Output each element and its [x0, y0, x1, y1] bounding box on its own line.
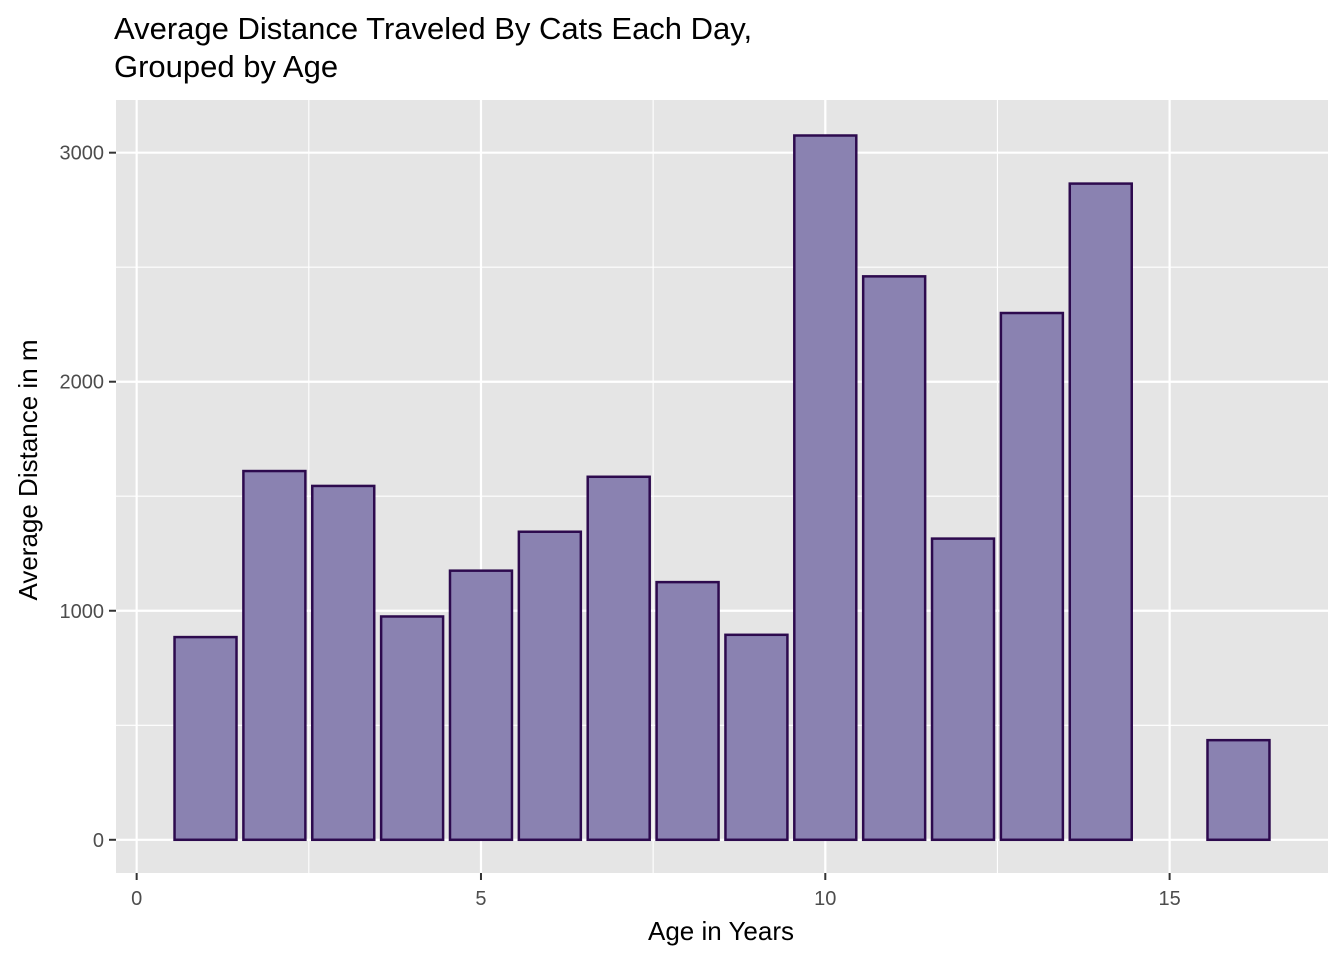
bar-age-3 — [311, 484, 376, 842]
y-tick-label: 0 — [93, 830, 104, 852]
bar-age-12 — [930, 537, 996, 842]
x-tick-label: 10 — [814, 888, 836, 910]
x-axis-title: Age in Years — [648, 916, 794, 946]
bar-age-16 — [1206, 738, 1271, 842]
bar-age-1 — [173, 635, 238, 842]
chart-title-line-1: Average Distance Traveled By Cats Each D… — [114, 11, 752, 46]
bar-age-11 — [861, 275, 927, 842]
x-axis: 0 5 10 15 — [131, 873, 1181, 910]
bar-age-14 — [1068, 182, 1133, 842]
y-axis-title: Average Distance in m — [13, 339, 43, 600]
bar-age-6 — [517, 530, 583, 842]
bar-age-2 — [242, 469, 307, 842]
bar-age-4 — [379, 615, 445, 842]
y-tick-label: 2000 — [60, 372, 105, 394]
bar-age-9 — [724, 633, 789, 842]
bar-age-8 — [655, 580, 720, 842]
y-axis: 0 1000 2000 3000 — [60, 143, 116, 852]
chart-title-line-2: Grouped by Age — [114, 49, 338, 84]
bars — [173, 134, 1271, 842]
bar-age-5 — [448, 569, 514, 842]
y-tick-label: 3000 — [60, 143, 105, 165]
bar-age-7 — [586, 475, 651, 842]
x-tick-label: 5 — [475, 888, 486, 910]
bar-age-13 — [999, 311, 1065, 842]
x-tick-label: 0 — [131, 888, 142, 910]
y-tick-label: 1000 — [60, 601, 105, 623]
bar-age-10 — [793, 134, 858, 842]
x-tick-label: 15 — [1158, 888, 1180, 910]
